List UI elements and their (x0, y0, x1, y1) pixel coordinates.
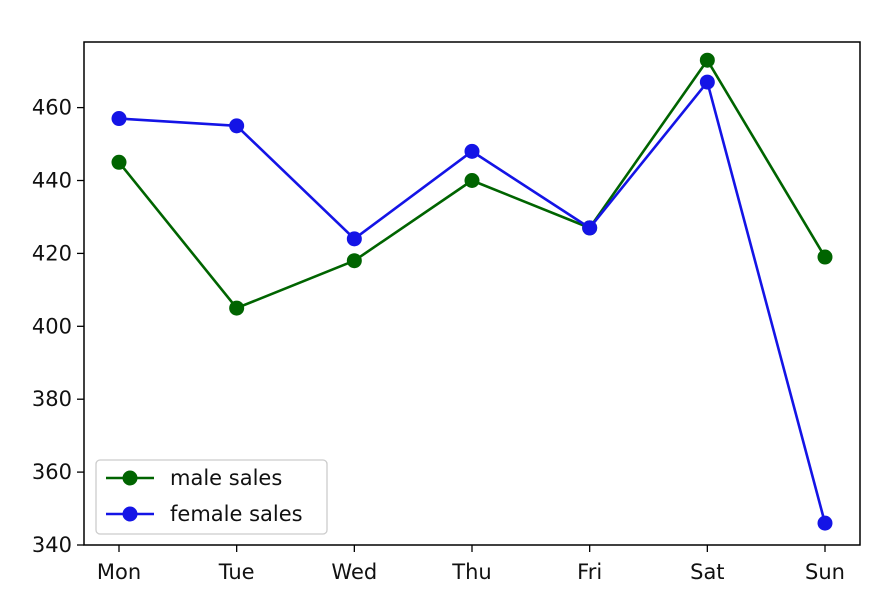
data-point (582, 220, 598, 236)
y-axis: 340 360 380 400 420 440 460 (32, 96, 84, 557)
legend-marker (122, 506, 138, 522)
legend-label: female sales (170, 502, 303, 526)
y-tick-label: 340 (32, 533, 72, 557)
data-point (464, 143, 480, 159)
data-point (111, 111, 127, 127)
data-point (699, 74, 715, 90)
legend-entry: male sales (106, 466, 282, 490)
x-axis: Mon Tue Wed Thu Fri Sat Sun (97, 545, 845, 584)
series-1 (111, 74, 833, 531)
y-tick-label: 400 (32, 314, 72, 338)
data-point (229, 300, 245, 316)
y-tick-label: 440 (32, 169, 72, 193)
legend: male sales female sales (95, 459, 328, 535)
data-point (229, 118, 245, 134)
x-tick-label: Sat (690, 560, 724, 584)
x-tick-label: Thu (451, 560, 491, 584)
y-tick-label: 460 (32, 96, 72, 120)
y-tick-label: 420 (32, 241, 72, 265)
x-tick-label: Sun (805, 560, 845, 584)
x-tick-label: Mon (97, 560, 141, 584)
data-point (111, 154, 127, 170)
legend-marker (122, 470, 138, 486)
x-tick-label: Tue (218, 560, 255, 584)
data-point (464, 173, 480, 189)
legend-label: male sales (170, 466, 282, 490)
data-point (699, 52, 715, 68)
data-point (346, 253, 362, 269)
y-tick-label: 380 (32, 387, 72, 411)
data-point (817, 515, 833, 531)
y-tick-label: 360 (32, 460, 72, 484)
x-tick-label: Fri (577, 560, 602, 584)
data-point (346, 231, 362, 247)
legend-entry: female sales (106, 502, 303, 526)
series-layer (111, 52, 833, 531)
x-tick-label: Wed (331, 560, 377, 584)
data-point (817, 249, 833, 265)
